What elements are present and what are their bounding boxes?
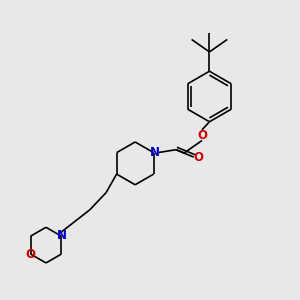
Text: O: O <box>197 129 207 142</box>
Text: N: N <box>150 146 160 159</box>
Text: N: N <box>56 229 66 242</box>
Text: O: O <box>25 248 35 261</box>
Text: O: O <box>193 151 203 164</box>
